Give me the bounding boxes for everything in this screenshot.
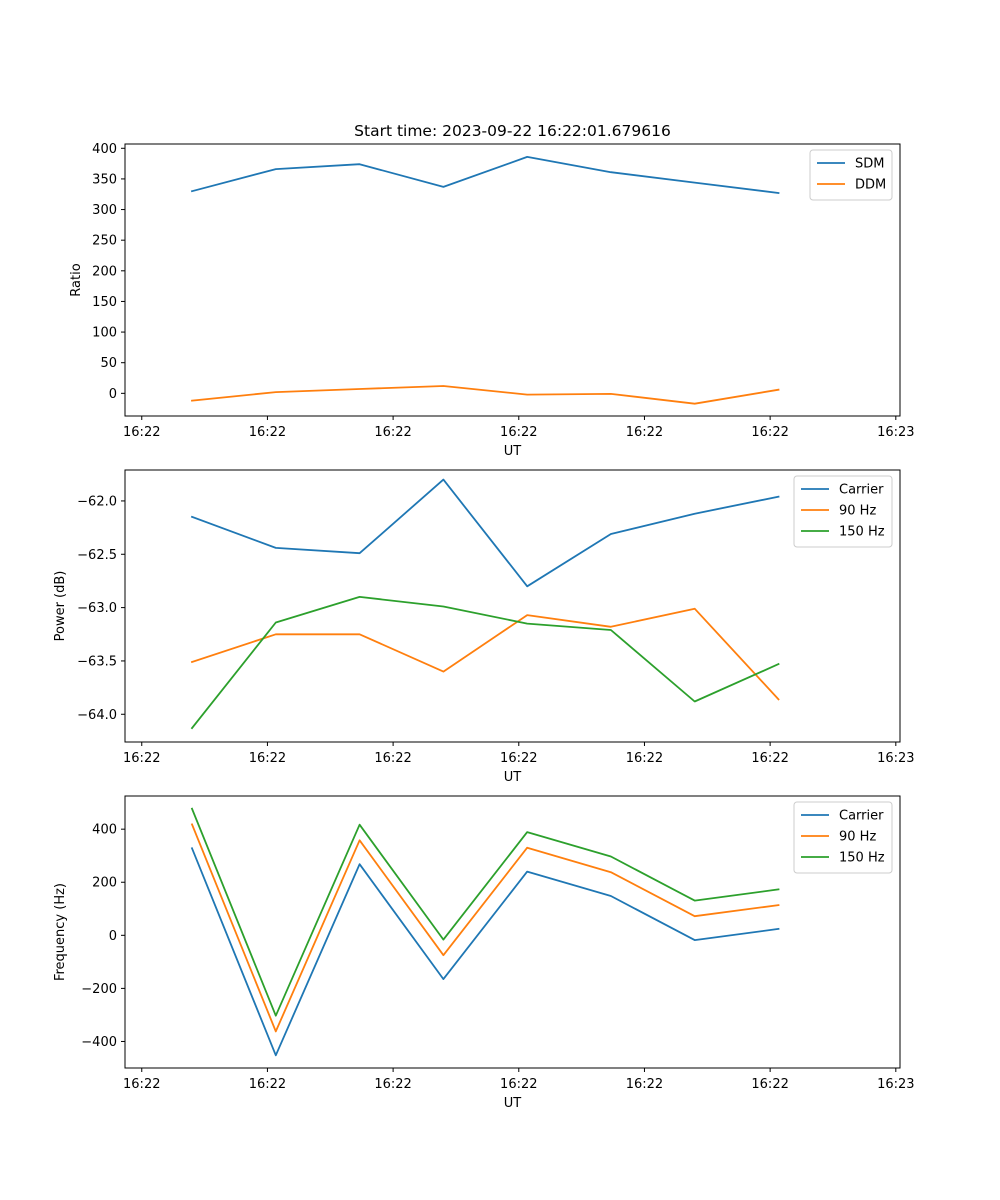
x-tick-label: 16:22: [751, 1077, 788, 1092]
series-line-90-hz: [190, 607, 780, 701]
axes-frame: [124, 795, 901, 1069]
y-tick-label: −62.5: [77, 548, 117, 563]
x-tick-label: 16:22: [626, 1077, 663, 1092]
x-axis-label: UT: [504, 444, 522, 459]
x-tick-label: 16:22: [249, 1077, 286, 1092]
legend: SDM DDM: [809, 149, 893, 201]
charts: 16:22 16:22 16:22 16:22 16:22 16:22 16:23 0 50 10…: [53, 142, 915, 1111]
y-tick-label: 400: [92, 142, 117, 157]
y-tick-label: −200: [81, 982, 117, 997]
y-tick-label: 100: [92, 326, 117, 341]
y-tick-label: 400: [92, 823, 117, 838]
series-line-carrier: [190, 478, 780, 588]
x-tick-label: 16:22: [123, 751, 160, 766]
x-tick-label: 16:22: [249, 425, 286, 440]
series-line-150-hz: [190, 807, 780, 1017]
series-line-sdm: [190, 155, 780, 195]
x-tick-label: 16:22: [500, 1077, 537, 1092]
legend: Carrier 90 Hz 150 Hz: [793, 801, 893, 874]
x-axis-label: UT: [504, 1096, 522, 1111]
y-tick-label: 300: [92, 203, 117, 218]
y-tick-label: 350: [92, 172, 117, 187]
y-tick-label: −64.0: [77, 708, 117, 723]
chart-2: 16:22 16:22 16:22 16:22 16:22 16:22 16:23 −64.0…: [53, 469, 915, 785]
figure-title: Start time: 2023-09-22 16:22:01.679616: [354, 122, 671, 140]
legend-entry-label: 150 Hz: [839, 851, 885, 866]
legend-entry-label: 150 Hz: [839, 525, 885, 540]
x-tick-label: 16:22: [751, 425, 788, 440]
axes-frame: [124, 143, 901, 417]
legend-entry-label: SDM: [855, 157, 884, 172]
x-tick-label: 16:22: [626, 425, 663, 440]
x-tick-label: 16:22: [374, 1077, 411, 1092]
series-line-150-hz: [190, 596, 780, 730]
legend-box: [793, 475, 893, 548]
axes-frame: [124, 469, 901, 743]
y-axis-label: Frequency (Hz): [53, 883, 68, 981]
series-line-90-hz: [190, 823, 780, 1033]
legend-entry-label: 90 Hz: [839, 830, 876, 845]
series-line-carrier: [190, 847, 780, 1057]
y-tick-label: 200: [92, 876, 117, 891]
x-tick-label: 16:23: [877, 1077, 914, 1092]
y-tick-label: 200: [92, 264, 117, 279]
x-tick-label: 16:22: [374, 425, 411, 440]
chart-3: 16:22 16:22 16:22 16:22 16:22 16:22 16:23 −400 −…: [53, 795, 915, 1111]
x-tick-label: 16:22: [500, 751, 537, 766]
y-axis-label: Power (dB): [53, 571, 68, 642]
y-tick-label: 0: [109, 929, 117, 944]
y-tick-label: −62.0: [77, 494, 117, 509]
x-tick-label: 16:22: [751, 751, 788, 766]
x-tick-label: 16:22: [626, 751, 663, 766]
y-axis-label: Ratio: [69, 263, 84, 296]
x-tick-label: 16:23: [877, 425, 914, 440]
legend-entry-label: DDM: [855, 178, 886, 193]
x-tick-label: 16:22: [123, 425, 160, 440]
chart-1: 16:22 16:22 16:22 16:22 16:22 16:22 16:23 0 50 10…: [69, 142, 915, 459]
x-tick-label: 16:23: [877, 751, 914, 766]
legend-entry-label: Carrier: [839, 483, 884, 498]
y-tick-label: 50: [100, 356, 117, 371]
y-tick-label: −400: [81, 1035, 117, 1050]
x-tick-label: 16:22: [249, 751, 286, 766]
y-tick-label: −63.5: [77, 654, 117, 669]
legend-entry-label: Carrier: [839, 809, 884, 824]
x-tick-label: 16:22: [500, 425, 537, 440]
y-tick-label: 150: [92, 295, 117, 310]
y-tick-label: −63.0: [77, 601, 117, 616]
x-tick-label: 16:22: [374, 751, 411, 766]
y-tick-label: 0: [109, 387, 117, 402]
series-line-ddm: [191, 385, 780, 405]
legend-box: [793, 801, 893, 874]
x-tick-label: 16:22: [123, 1077, 160, 1092]
legend-entry-label: 90 Hz: [839, 504, 876, 519]
x-axis-label: UT: [504, 770, 522, 785]
legend: Carrier 90 Hz 150 Hz: [793, 475, 893, 548]
y-tick-label: 250: [92, 234, 117, 249]
